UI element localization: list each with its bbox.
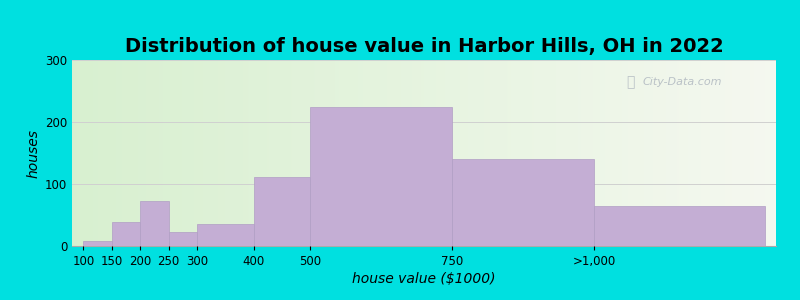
Bar	[594, 206, 765, 246]
X-axis label: house value ($1000): house value ($1000)	[352, 272, 496, 286]
Bar	[169, 232, 197, 246]
Y-axis label: houses: houses	[26, 128, 41, 178]
Bar	[112, 222, 140, 246]
Bar	[197, 224, 254, 246]
Bar	[83, 241, 112, 246]
Title: Distribution of house value in Harbor Hills, OH in 2022: Distribution of house value in Harbor Hi…	[125, 37, 723, 56]
Bar	[140, 201, 169, 246]
Bar	[452, 159, 594, 246]
Bar	[254, 177, 310, 246]
Text: City-Data.com: City-Data.com	[642, 77, 722, 87]
Bar	[310, 106, 452, 246]
Text: ⌕: ⌕	[626, 75, 635, 89]
